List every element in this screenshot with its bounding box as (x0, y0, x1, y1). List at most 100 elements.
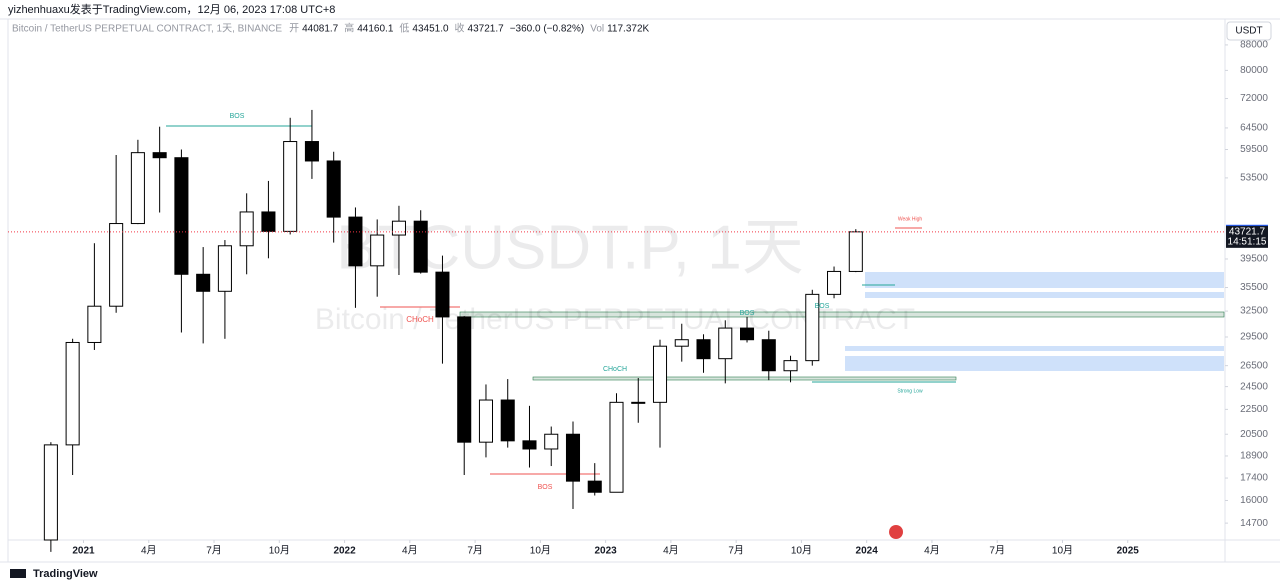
volume-value: 117.372K (607, 24, 649, 35)
annotation: BOS (740, 310, 755, 317)
candle-body (304, 141, 319, 162)
y-tick-label: 32500 (1240, 306, 1268, 317)
zone (459, 311, 1225, 318)
ohlc-value: 44081.7 (302, 24, 339, 35)
candle-body (326, 160, 341, 218)
candle-body (391, 220, 406, 236)
zone (865, 272, 1224, 288)
symbol: Bitcoin / TetherUS PERPETUAL CONTRACT, 1… (12, 24, 282, 35)
annotation: Weak High (898, 216, 923, 222)
zone (532, 376, 957, 381)
x-tick-label: 10月 (791, 545, 812, 557)
y-tick-label: 72000 (1240, 93, 1268, 104)
x-tick-label: 10月 (269, 545, 290, 557)
x-tick-label: 4月 (663, 545, 679, 557)
footer: TradingView (33, 568, 98, 580)
candle-body (87, 305, 102, 343)
y-tick-label: 17400 (1240, 473, 1268, 484)
x-tick-label: 7月 (467, 545, 483, 557)
candle-body (43, 444, 58, 541)
x-tick-label: 2021 (72, 546, 95, 557)
zone (845, 346, 1224, 351)
countdown: 14:51:15 (1228, 236, 1267, 247)
candle-body (674, 339, 689, 347)
publisher: yizhenhuaxu发表于TradingView.com，12月 06, 20… (8, 2, 335, 16)
y-tick-label: 80000 (1240, 65, 1268, 76)
candle-body (805, 293, 820, 362)
price-label-bg (1226, 225, 1268, 248)
ohlc-label: 高 (344, 22, 354, 35)
y-tick-label: 64500 (1240, 123, 1268, 134)
candle-body (783, 360, 798, 372)
candle-body (283, 141, 298, 232)
y-tick-label: 24500 (1240, 381, 1268, 392)
candle-body (522, 440, 537, 450)
candle-body (609, 401, 624, 493)
x-tick-label: 4月 (924, 545, 940, 557)
ohlc-value: 44160.1 (357, 24, 394, 35)
y-tick-label: 39500 (1240, 254, 1268, 265)
candle-body (652, 345, 668, 403)
candle-body (261, 211, 276, 232)
candle-body (370, 234, 385, 267)
annotation: BOS (815, 303, 830, 310)
x-tick-label: 2022 (333, 546, 356, 557)
candle-body (174, 157, 189, 275)
volume-label: Vol (590, 24, 604, 35)
candle-body (544, 433, 559, 450)
candle-body (696, 339, 711, 360)
zone (865, 292, 1224, 298)
candle-body (435, 271, 450, 318)
candle-body (565, 433, 581, 482)
currency-button[interactable] (1226, 21, 1272, 41)
y-tick-label: 88000 (1240, 40, 1268, 51)
y-tick-label: 59500 (1240, 144, 1268, 155)
x-tick-label: 4月 (402, 545, 418, 557)
candle-body (239, 211, 254, 247)
annotation: CHoCH (603, 366, 627, 373)
candle-body (457, 316, 472, 443)
price-label: 43721.7 (1229, 226, 1266, 237)
y-tick-label: 26500 (1240, 360, 1268, 371)
ohlc-label: 收 (455, 22, 465, 35)
annotation: BOS (538, 484, 553, 491)
candle-body (587, 480, 602, 493)
candle-body (217, 245, 232, 292)
x-tick-label: 10月 (530, 545, 551, 557)
annotation: CHoCH (406, 315, 434, 324)
candle-body (109, 223, 124, 307)
currency[interactable]: USDT (1235, 26, 1262, 37)
annotation: BOS (230, 113, 245, 120)
x-tick-label: 4月 (141, 545, 157, 557)
candle-body (478, 399, 493, 443)
change: −360.0 (−0.82%) (510, 24, 585, 35)
ohlc-label: 开 (289, 24, 299, 35)
y-tick-label: 53500 (1240, 173, 1268, 184)
y-tick-label: 20500 (1240, 429, 1268, 440)
x-tick-label: 7月 (989, 545, 1005, 557)
event-icon (889, 525, 903, 539)
y-tick-label: 35500 (1240, 282, 1268, 293)
ohlc-value: 43451.0 (412, 24, 449, 35)
candle-body (631, 401, 646, 404)
y-tick-label: 18900 (1240, 451, 1268, 462)
x-tick-label: 2024 (856, 546, 879, 557)
x-tick-label: 2023 (594, 546, 617, 557)
zone (845, 356, 1224, 371)
ohlc-label: 低 (399, 22, 409, 35)
candle-body (413, 220, 428, 273)
legend: Bitcoin / TetherUS PERPETUAL CONTRACT, 1… (12, 22, 650, 35)
y-tick-label: 29500 (1240, 332, 1268, 343)
candle-body (152, 152, 167, 159)
candle-body (718, 327, 733, 360)
candle-body (761, 339, 776, 372)
watermark: BTCUSDT.P, 1天 (336, 213, 803, 282)
logo (10, 569, 26, 578)
y-tick-label: 16000 (1240, 495, 1268, 506)
annotation: Strong Low (897, 388, 923, 394)
candle-body (196, 273, 211, 292)
candle-body (827, 270, 842, 295)
candle-body (348, 216, 363, 267)
candle-body (848, 231, 863, 272)
